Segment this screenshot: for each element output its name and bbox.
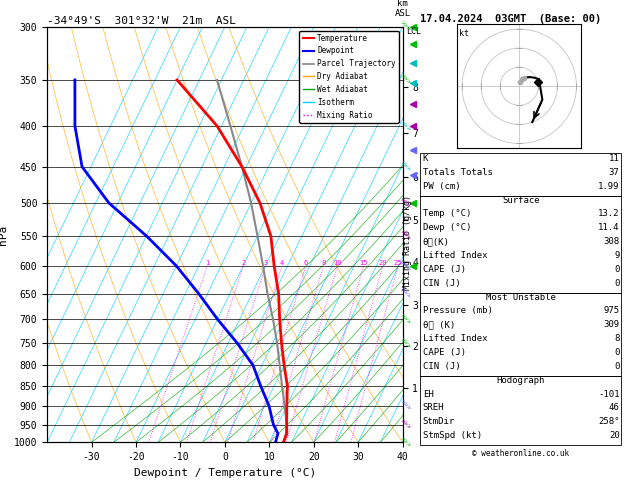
- Text: >>>: >>>: [399, 196, 413, 209]
- Text: 1: 1: [205, 260, 209, 266]
- Text: Mixing Ratio (g/kg): Mixing Ratio (g/kg): [403, 195, 412, 291]
- Text: SREH: SREH: [423, 403, 444, 413]
- Text: 20: 20: [379, 260, 387, 266]
- Text: 13.2: 13.2: [598, 209, 620, 219]
- Text: km
ASL: km ASL: [394, 0, 411, 18]
- Text: 10: 10: [333, 260, 342, 266]
- Text: 8: 8: [614, 334, 620, 343]
- Text: θᴇ (K): θᴇ (K): [423, 320, 455, 330]
- Text: 0: 0: [614, 348, 620, 357]
- Text: >>>: >>>: [399, 399, 413, 413]
- Text: 0: 0: [614, 362, 620, 371]
- Text: © weatheronline.co.uk: © weatheronline.co.uk: [472, 449, 569, 458]
- Text: CAPE (J): CAPE (J): [423, 265, 465, 274]
- Text: >>>: >>>: [399, 336, 413, 349]
- Text: >>>: >>>: [399, 160, 413, 174]
- Text: 20: 20: [609, 431, 620, 440]
- Text: 0: 0: [614, 278, 620, 288]
- Text: θᴇ(K): θᴇ(K): [423, 237, 450, 246]
- Text: >>>: >>>: [399, 229, 413, 243]
- Text: CAPE (J): CAPE (J): [423, 348, 465, 357]
- Text: Hodograph: Hodograph: [497, 376, 545, 385]
- Text: 258°: 258°: [598, 417, 620, 426]
- Text: 975: 975: [603, 307, 620, 315]
- Text: kt: kt: [459, 29, 469, 38]
- Text: PW (cm): PW (cm): [423, 182, 460, 191]
- Text: 11.4: 11.4: [598, 224, 620, 232]
- Text: >>>: >>>: [399, 312, 413, 326]
- Legend: Temperature, Dewpoint, Parcel Trajectory, Dry Adiabat, Wet Adiabat, Isotherm, Mi: Temperature, Dewpoint, Parcel Trajectory…: [299, 31, 399, 122]
- Text: >>>: >>>: [399, 73, 413, 87]
- Text: CIN (J): CIN (J): [423, 278, 460, 288]
- Text: 3: 3: [264, 260, 267, 266]
- Text: 0: 0: [614, 265, 620, 274]
- Text: >>>: >>>: [399, 260, 413, 273]
- Text: Totals Totals: Totals Totals: [423, 168, 493, 177]
- Text: 37: 37: [609, 168, 620, 177]
- Text: 4: 4: [280, 260, 284, 266]
- Text: 17.04.2024  03GMT  (Base: 00): 17.04.2024 03GMT (Base: 00): [420, 14, 601, 24]
- Text: Lifted Index: Lifted Index: [423, 334, 487, 343]
- Text: >>>: >>>: [399, 418, 413, 431]
- Text: Lifted Index: Lifted Index: [423, 251, 487, 260]
- Text: 8: 8: [321, 260, 325, 266]
- Y-axis label: hPa: hPa: [0, 225, 8, 244]
- Text: -101: -101: [598, 390, 620, 399]
- Text: Pressure (mb): Pressure (mb): [423, 307, 493, 315]
- Text: LCL: LCL: [406, 27, 421, 36]
- Text: >>>: >>>: [399, 20, 413, 34]
- Text: 308: 308: [603, 237, 620, 246]
- X-axis label: Dewpoint / Temperature (°C): Dewpoint / Temperature (°C): [134, 468, 316, 478]
- Text: 11: 11: [609, 154, 620, 163]
- Text: K: K: [423, 154, 428, 163]
- Text: >>>: >>>: [399, 435, 413, 449]
- Text: 1.99: 1.99: [598, 182, 620, 191]
- Text: Temp (°C): Temp (°C): [423, 209, 471, 219]
- Text: CIN (J): CIN (J): [423, 362, 460, 371]
- Text: 9: 9: [614, 251, 620, 260]
- Text: >>>: >>>: [399, 120, 413, 133]
- Text: Most Unstable: Most Unstable: [486, 293, 556, 302]
- Text: EH: EH: [423, 390, 433, 399]
- Text: StmSpd (kt): StmSpd (kt): [423, 431, 482, 440]
- Text: -34°49'S  301°32'W  21m  ASL: -34°49'S 301°32'W 21m ASL: [47, 16, 236, 26]
- Text: 15: 15: [359, 260, 368, 266]
- Text: StmDir: StmDir: [423, 417, 455, 426]
- Text: 309: 309: [603, 320, 620, 330]
- Text: 25: 25: [394, 260, 402, 266]
- Text: Dewp (°C): Dewp (°C): [423, 224, 471, 232]
- Text: 6: 6: [304, 260, 308, 266]
- Text: >>>: >>>: [399, 287, 413, 300]
- Text: 2: 2: [241, 260, 245, 266]
- Text: 46: 46: [609, 403, 620, 413]
- Text: Surface: Surface: [502, 195, 540, 205]
